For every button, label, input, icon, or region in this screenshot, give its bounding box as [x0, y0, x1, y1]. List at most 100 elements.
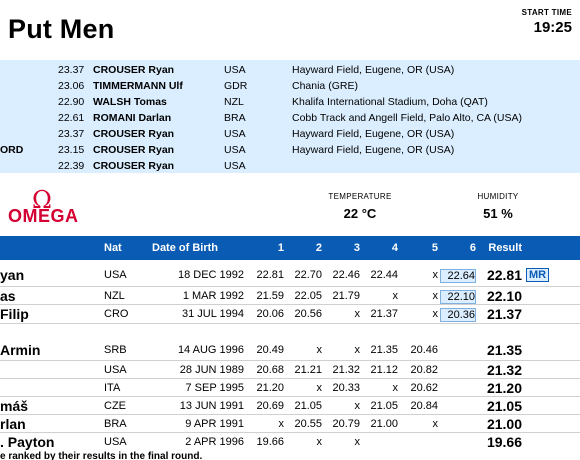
attempt-6: 22.64 — [440, 269, 476, 283]
athlete-dob: 18 DEC 1992 — [177, 269, 244, 281]
start-time-label: START TIME — [521, 8, 572, 17]
table-row: Armin SRB 14 AUG 1996 20.49 x x 21.35 20.46 21.3… — [0, 341, 580, 361]
header-attempt-4: 4 — [391, 242, 398, 254]
humidity-value: 51 % — [483, 206, 513, 221]
attempt-1: 20.68 — [256, 364, 284, 376]
records-panel: 23.37 CROUSER Ryan USA Hayward Field, Eu… — [0, 60, 580, 173]
athlete-dob: 9 APR 1991 — [185, 418, 244, 430]
athlete-result: 21.05 — [486, 398, 522, 414]
table-row: USA 28 JUN 1989 20.68 21.21 21.32 21.12 20.82 2… — [0, 361, 580, 381]
athlete-nat: NZL — [104, 290, 125, 302]
attempt-4: 21.12 — [370, 364, 398, 376]
athlete-result: 21.20 — [486, 380, 522, 396]
athlete-nat: USA — [104, 269, 127, 281]
humidity-label: HUMIDITY — [477, 192, 519, 201]
record-holder: CROUSER Ryan — [93, 128, 175, 140]
attempt-4: 21.37 — [370, 308, 398, 320]
temperature-block: TEMPERATURE 22 °C — [320, 192, 400, 221]
attempt-3: 21.32 — [332, 364, 360, 376]
attempt-5: x — [432, 308, 439, 320]
attempt-4: x — [392, 290, 399, 302]
header-attempt-5: 5 — [431, 242, 438, 254]
omega-wordmark: OMEGA — [8, 206, 79, 226]
attempt-1: 21.20 — [256, 382, 284, 394]
attempt-3: 20.79 — [332, 418, 360, 430]
attempt-4: 21.05 — [370, 400, 398, 412]
attempt-2: 22.05 — [294, 290, 322, 302]
record-venue: Khalifa International Stadium, Doha (QAT… — [292, 96, 488, 108]
attempt-5: x — [432, 290, 439, 302]
row-divider — [0, 432, 580, 433]
athlete-dob: 13 JUN 1991 — [179, 400, 244, 412]
athlete-dob: 2 APR 1996 — [185, 436, 244, 448]
record-label: ORD — [0, 144, 24, 156]
athlete-result: 21.35 — [486, 342, 522, 358]
record-venue: Cobb Track and Angell Field, Palo Alto, … — [292, 112, 522, 124]
header-attempt-2: 2 — [315, 242, 322, 254]
attempt-4: x — [392, 382, 399, 394]
record-row: 23.06 TIMMERMANN Ulf GDR Chania (GRE) — [0, 78, 580, 94]
header-dob: Date of Birth — [152, 242, 218, 254]
header-attempt-6: 6 — [469, 242, 476, 254]
athlete-name: . Payton — [0, 434, 55, 450]
attempt-1: 22.81 — [256, 269, 284, 281]
record-mark: 23.15 — [58, 144, 85, 156]
attempt-2: 20.55 — [294, 418, 322, 430]
athlete-dob: 31 JUL 1994 — [182, 308, 244, 320]
attempt-2: 20.56 — [294, 308, 322, 320]
athlete-dob: 28 JUN 1989 — [179, 364, 244, 376]
attempt-3: x — [354, 344, 361, 356]
athlete-result: 21.32 — [486, 362, 522, 378]
athlete-dob: 1 MAR 1992 — [182, 290, 244, 302]
record-holder: CROUSER Ryan — [93, 144, 175, 156]
record-mark: 22.90 — [58, 96, 85, 108]
row-divider — [0, 304, 580, 305]
athlete-name: Filip — [0, 306, 29, 322]
row-divider — [0, 378, 580, 379]
athlete-nat: SRB — [104, 344, 127, 356]
record-mark: 23.06 — [58, 80, 85, 92]
attempt-1: 19.66 — [256, 436, 284, 448]
record-holder: WALSH Tomas — [93, 96, 167, 108]
attempt-1: 21.59 — [256, 290, 284, 302]
record-venue: Chania (GRE) — [292, 80, 358, 92]
attempt-2: 21.05 — [294, 400, 322, 412]
record-nat: NZL — [224, 96, 244, 108]
omega-symbol-icon: Ω — [32, 186, 52, 214]
humidity-block: HUMIDITY 51 % — [458, 192, 538, 221]
record-mark: 23.37 — [58, 128, 85, 140]
start-time-value: 19:25 — [533, 19, 572, 36]
table-row: ITA 7 SEP 1995 21.20 x 20.33 x 20.62 21.20 — [0, 379, 580, 399]
attempt-3: x — [354, 308, 361, 320]
attempt-5: 20.84 — [410, 400, 438, 412]
record-nat: USA — [224, 128, 246, 140]
attempt-3: 22.46 — [332, 269, 360, 281]
temperature-label: TEMPERATURE — [328, 192, 392, 201]
record-row: 22.90 WALSH Tomas NZL Khalifa Internatio… — [0, 94, 580, 110]
attempt-5: x — [432, 418, 439, 430]
record-venue: Hayward Field, Eugene, OR (USA) — [292, 64, 455, 76]
page-title: Put Men — [8, 14, 115, 44]
attempt-2: x — [316, 382, 323, 394]
athlete-result: 21.00 — [486, 416, 522, 432]
athlete-result: 19.66 — [486, 434, 522, 450]
attempt-2: x — [316, 344, 323, 356]
attempt-3: 20.33 — [332, 382, 360, 394]
attempt-6: 22.10 — [440, 290, 476, 304]
athlete-result: 22.81 — [486, 267, 522, 283]
attempt-4: 21.35 — [370, 344, 398, 356]
table-row: . Payton USA 2 APR 1996 19.66 x x 19.66 — [0, 433, 580, 453]
record-holder: ROMANI Darlan — [93, 112, 172, 124]
athlete-nat: BRA — [104, 418, 127, 430]
record-nat: USA — [224, 160, 246, 172]
record-holder: CROUSER Ryan — [93, 64, 175, 76]
athlete-nat: CZE — [104, 400, 126, 412]
attempt-1: 20.06 — [256, 308, 284, 320]
record-mark: 22.39 — [58, 160, 85, 172]
record-venue: Hayward Field, Eugene, OR (USA) — [292, 144, 455, 156]
table-row: yan USA 18 DEC 1992 22.81 22.70 22.46 22.44 x 22… — [0, 266, 580, 286]
table-row: as NZL 1 MAR 1992 21.59 22.05 21.79 x x 22.10 22.… — [0, 287, 580, 307]
attempt-5: 20.46 — [410, 344, 438, 356]
table-row: rlan BRA 9 APR 1991 x 20.55 20.79 21.00 x 21.00 — [0, 415, 580, 435]
record-mark: 23.37 — [58, 64, 85, 76]
